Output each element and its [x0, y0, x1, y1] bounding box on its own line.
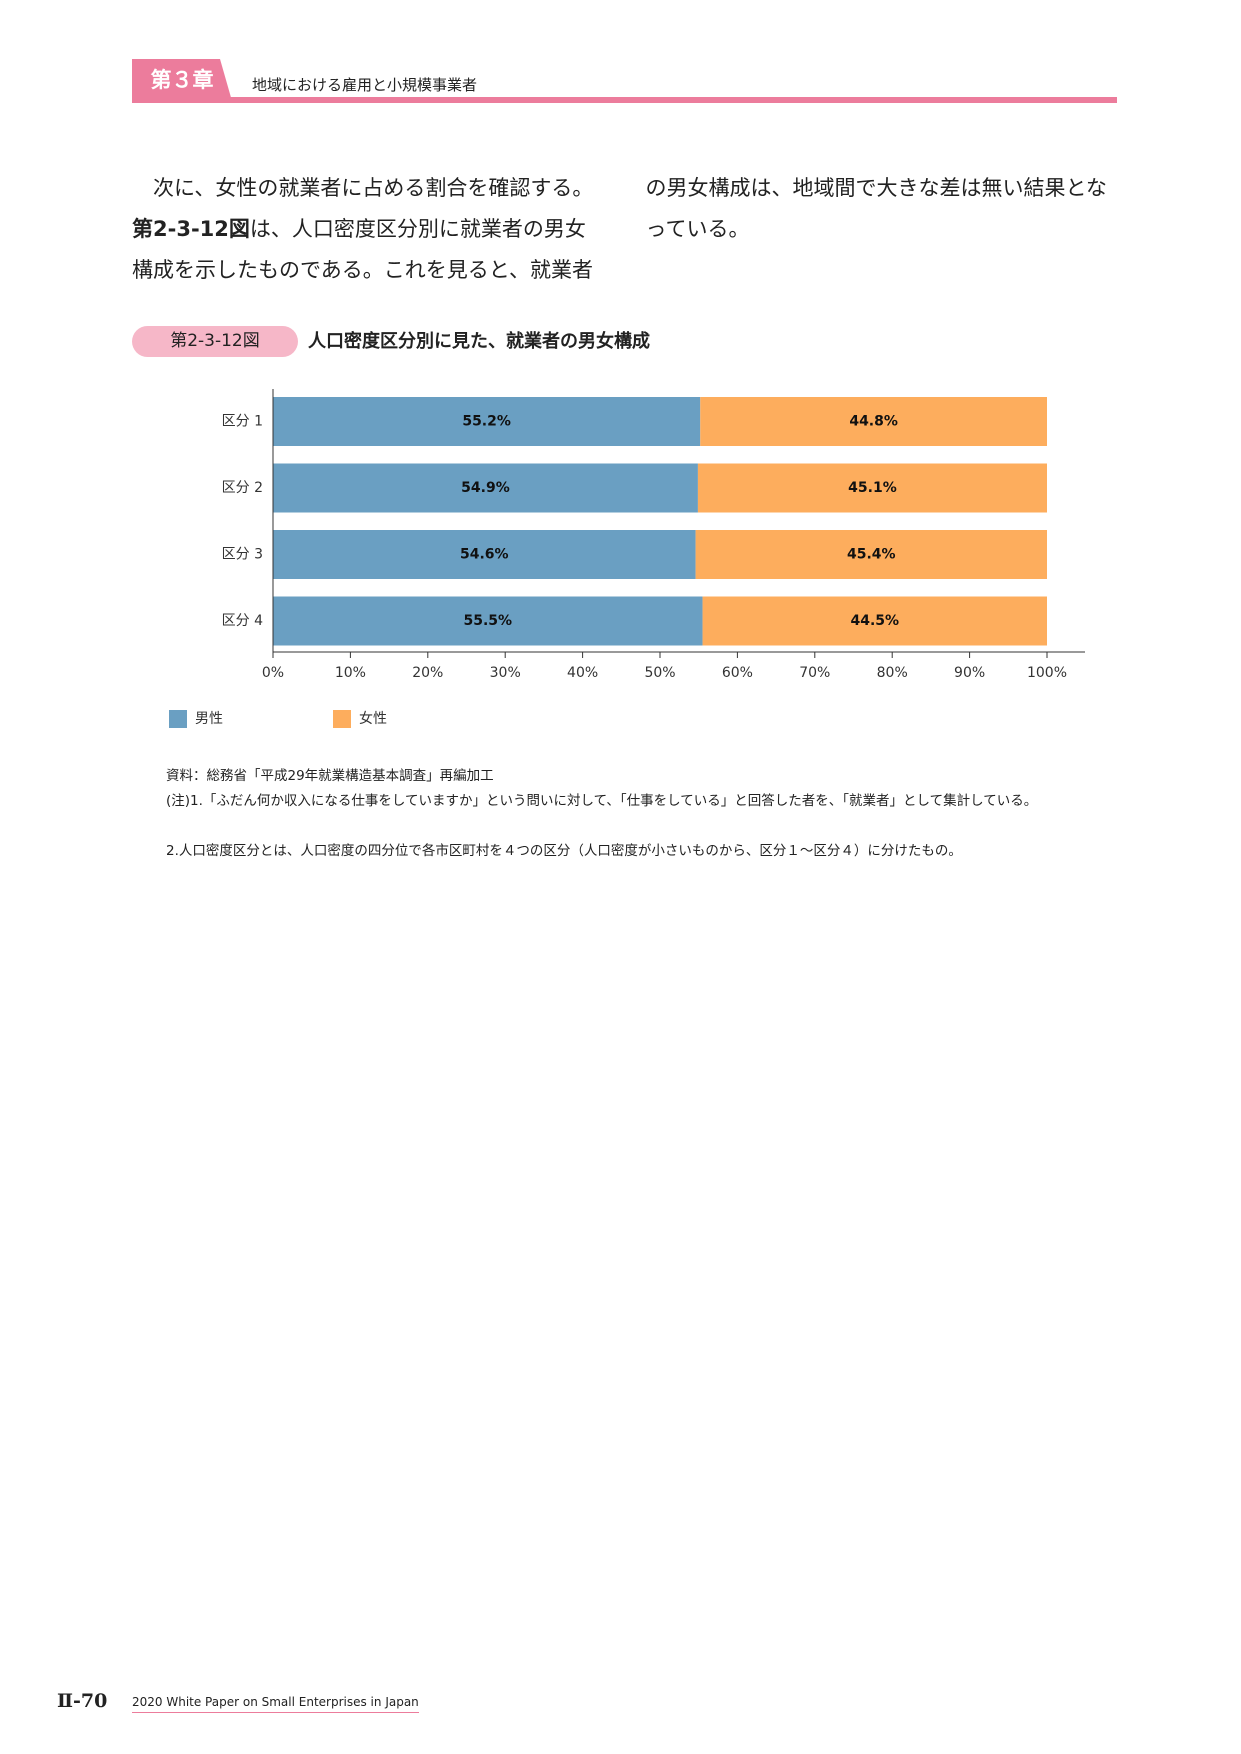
data-label: 54.6%	[460, 547, 509, 563]
note: 2.人口密度区分とは、人口密度の四分位で各市区町村を４つの区分（人口密度が小さい…	[166, 843, 962, 859]
x-tick-label: 80%	[877, 665, 908, 681]
footer-title: 2020 White Paper on Small Enterprises in…	[132, 1695, 419, 1713]
chapter-title: 地域における雇用と小規模事業者	[252, 76, 478, 94]
x-tick-label: 50%	[644, 665, 675, 681]
legend-label: 男性	[195, 711, 223, 727]
y-tick-label: 区分 4	[222, 613, 263, 629]
bar-segment	[273, 397, 701, 446]
chart: 区分 1 55.2% 44.8% 区分 2 54.9% 45.1% 区分 3 54.6% 45.…	[169, 389, 1085, 728]
data-label: 45.4%	[847, 547, 896, 563]
source-note: 資料：総務省「平成29年就業構造基本調査」再編加工	[166, 768, 494, 784]
data-label: 44.5%	[850, 613, 899, 629]
x-tick-label: 60%	[722, 665, 753, 681]
data-label: 55.2%	[462, 414, 511, 430]
figure-ref: 第2-3-12図	[132, 217, 250, 241]
text: 次に、女性の就業者に占める割合を確認する。	[153, 176, 594, 200]
legend-label: 女性	[359, 710, 387, 727]
figure-title: 人口密度区分別に見た、就業者の男女構成	[308, 331, 650, 352]
header-rule	[132, 97, 1117, 103]
data-label: 54.9%	[461, 480, 510, 496]
chapter-tag: 第３章	[132, 59, 232, 101]
y-tick-label: 区分 3	[222, 547, 263, 563]
y-tick-label: 区分 2	[222, 480, 263, 496]
x-tick-label: 100%	[1027, 665, 1067, 681]
x-tick-label: 70%	[799, 665, 830, 681]
page-number: Ⅱ-70	[57, 1690, 108, 1712]
legend-swatch	[333, 710, 351, 728]
bar-segment	[273, 596, 703, 646]
body-text: 次に、女性の就業者に占める割合を確認する。第2-3-12図は、人口密度区分別に就…	[132, 168, 1117, 291]
bar-segment	[273, 463, 698, 513]
x-tick-label: 30%	[490, 665, 521, 681]
x-tick-label: 0%	[262, 665, 284, 681]
bar-segment	[697, 463, 1047, 513]
legend-swatch	[169, 710, 187, 728]
x-tick-label: 10%	[335, 665, 366, 681]
y-tick-label: 区分 1	[222, 414, 263, 430]
text: は、人口密度区分別に就業者の男女構成を示したものである。これを見ると、就業者の男…	[132, 176, 1107, 282]
data-label: 55.5%	[463, 613, 512, 629]
data-label: 45.1%	[848, 480, 897, 496]
figure-label: 第2-3-12図	[132, 326, 298, 357]
x-tick-label: 90%	[954, 665, 985, 681]
note: (注)1.「ふだん何か収入になる仕事をしていますか」という問いに対して、「仕事を…	[166, 793, 1038, 809]
bar-segment	[700, 397, 1047, 446]
bar-segment	[695, 530, 1047, 579]
x-tick-label: 20%	[412, 665, 443, 681]
bar-segment	[273, 530, 696, 579]
bar-segment	[702, 596, 1047, 646]
x-tick-label: 40%	[567, 665, 598, 681]
data-label: 44.8%	[849, 414, 898, 430]
